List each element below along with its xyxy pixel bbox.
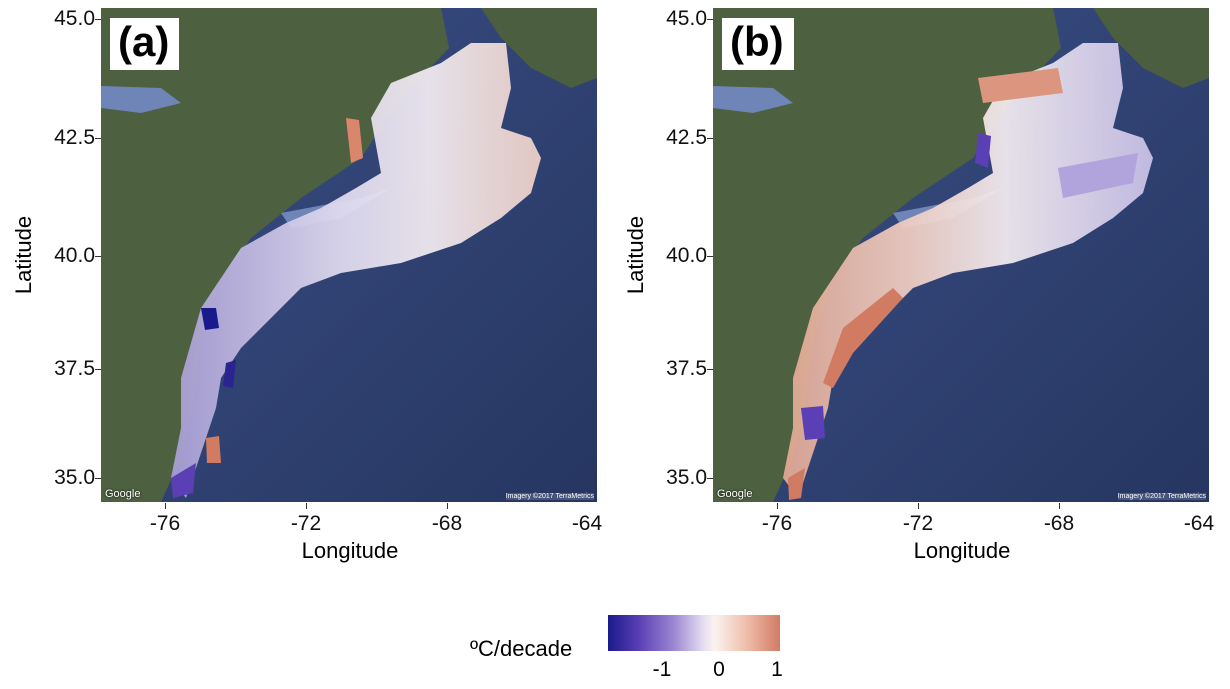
- legend-tick-label: 1: [771, 658, 783, 681]
- map-a[interactable]: Google Imagery ©2017 TerraMetrics: [101, 8, 597, 502]
- legend-tick-label: 0: [713, 658, 725, 681]
- cold-patch: [201, 308, 219, 330]
- y-tick-label: 40.0: [54, 244, 95, 267]
- x-axis-label: Longitude: [913, 538, 1011, 563]
- map-panel-a: Google Imagery ©2017 TerraMetrics (a) 45…: [0, 0, 615, 600]
- google-watermark: Google: [105, 488, 141, 500]
- google-watermark: Google: [717, 488, 753, 500]
- warm-patch: [978, 68, 1063, 103]
- map-a-svg: [101, 8, 597, 502]
- cold-patch: [801, 406, 825, 440]
- y-tick-mark: [707, 369, 713, 370]
- x-tick-label: -64: [571, 512, 603, 535]
- x-tick-mark: [306, 503, 307, 509]
- map-b-svg: [713, 8, 1209, 502]
- legend-colorbar: [608, 615, 780, 651]
- land-ne: [1093, 8, 1209, 88]
- x-tick-label: -68: [431, 512, 463, 535]
- y-tick-mark: [707, 256, 713, 257]
- shelf-region: [783, 43, 1153, 498]
- color-legend: ºC/decade -1 0 1: [460, 612, 820, 688]
- y-tick-mark: [95, 19, 101, 20]
- lake: [713, 86, 793, 113]
- y-tick-mark: [95, 478, 101, 479]
- x-tick-label: -72: [902, 512, 934, 535]
- x-tick-label: -72: [290, 512, 322, 535]
- x-tick-mark: [1059, 503, 1060, 509]
- y-tick-mark: [95, 256, 101, 257]
- y-tick-mark: [707, 19, 713, 20]
- y-tick-label: 40.0: [666, 244, 707, 267]
- y-tick-mark: [707, 138, 713, 139]
- x-tick-mark: [447, 503, 448, 509]
- cold-patch: [975, 133, 991, 168]
- legend-tick-label: -1: [652, 658, 672, 681]
- y-tick-label: 37.5: [54, 357, 95, 380]
- x-tick-label: -68: [1043, 512, 1075, 535]
- legend-title: ºC/decade: [470, 636, 573, 661]
- warm-patch: [346, 118, 363, 163]
- y-tick-label: 42.5: [666, 126, 707, 149]
- y-tick-label: 35.0: [54, 466, 95, 489]
- y-tick-label: 37.5: [666, 357, 707, 380]
- y-axis-label: Latitude: [623, 215, 648, 295]
- lake: [101, 86, 181, 113]
- x-axis-label: Longitude: [301, 538, 399, 563]
- x-tick-label: -76: [149, 512, 181, 535]
- x-tick-label: -76: [761, 512, 793, 535]
- y-tick-label: 45.0: [666, 7, 707, 30]
- y-axis-label: Latitude: [11, 215, 36, 295]
- panel-label: (a): [110, 18, 180, 70]
- x-tick-label: -64: [1183, 512, 1215, 535]
- y-tick-mark: [95, 369, 101, 370]
- y-tick-label: 35.0: [666, 466, 707, 489]
- cold-patch: [171, 463, 196, 498]
- land-ne: [481, 8, 597, 88]
- x-tick-mark: [777, 503, 778, 509]
- y-tick-mark: [707, 478, 713, 479]
- warm-patch: [788, 468, 805, 500]
- x-tick-mark: [165, 503, 166, 509]
- warm-patch: [206, 436, 221, 463]
- shelf-region: [171, 43, 541, 498]
- imagery-attribution: Imagery ©2017 TerraMetrics: [505, 493, 594, 500]
- cold-patch: [223, 360, 236, 388]
- warm-band: [823, 288, 903, 388]
- panel-label: (b): [722, 18, 794, 70]
- map-b[interactable]: Google Imagery ©2017 TerraMetrics: [713, 8, 1209, 502]
- imagery-attribution: Imagery ©2017 TerraMetrics: [1117, 493, 1206, 500]
- y-tick-mark: [95, 138, 101, 139]
- x-tick-mark: [918, 503, 919, 509]
- map-panel-b: Google Imagery ©2017 TerraMetrics (b) 45…: [612, 0, 1227, 600]
- y-tick-label: 45.0: [54, 7, 95, 30]
- y-tick-label: 42.5: [54, 126, 95, 149]
- cold-patch: [1058, 153, 1138, 198]
